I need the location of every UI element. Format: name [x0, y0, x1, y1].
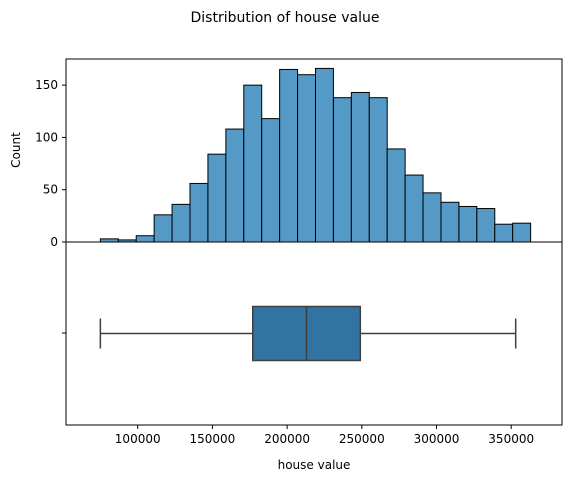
histogram-bar [494, 223, 514, 243]
boxplot-x-axis-label: house value [278, 458, 351, 472]
histogram-bar [261, 118, 281, 243]
histogram-bar [458, 205, 478, 243]
histogram-bar [153, 214, 173, 243]
histogram-bar [476, 208, 496, 243]
histogram-bar [422, 192, 442, 243]
histogram-bar [207, 153, 227, 243]
boxplot-elements [99, 305, 517, 362]
histogram-bar [243, 84, 263, 243]
histogram-bar [512, 222, 532, 243]
histogram-bar [225, 128, 245, 243]
histogram-bar [171, 203, 191, 243]
histogram-bar [404, 174, 424, 243]
histogram-bar [368, 97, 388, 243]
histogram-bar [386, 148, 406, 243]
y-tick-label: 50 [43, 183, 58, 197]
y-tick-label: 150 [35, 78, 58, 92]
x-tick-label: 200000 [264, 432, 310, 446]
histogram-bar [279, 68, 299, 243]
histogram-bars [99, 67, 532, 243]
histogram-bar [135, 235, 155, 243]
x-tick-label: 100000 [115, 432, 161, 446]
y-tick-label: 0 [50, 235, 58, 249]
histogram-bar [189, 182, 209, 243]
histogram-bar [350, 91, 370, 243]
x-tick-label: 250000 [339, 432, 385, 446]
x-tick-label: 350000 [488, 432, 534, 446]
y-tick-label: 100 [35, 130, 58, 144]
histogram-bar [332, 97, 352, 243]
boxplot-panel: 100000 150000 200000 250000 300000 350000 hou… [62, 241, 563, 472]
histogram-bar [297, 74, 317, 243]
histogram-y-axis-label: Count [9, 132, 23, 168]
boxplot-x-ticks: 100000 150000 200000 250000 300000 350000 [115, 425, 534, 446]
x-tick-label: 300000 [414, 432, 460, 446]
chart-title: Distribution of house value [191, 10, 380, 26]
x-tick-label: 150000 [190, 432, 236, 446]
histogram-panel: 0 50 100 150 Count [9, 58, 563, 249]
histogram-bar [440, 201, 460, 243]
histogram-bar [314, 67, 334, 243]
histogram-y-ticks: 0 50 100 150 [35, 78, 66, 249]
